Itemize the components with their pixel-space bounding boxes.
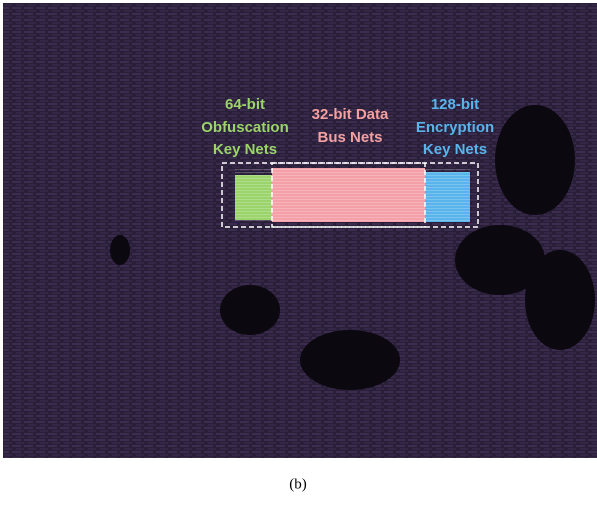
net-texture — [235, 168, 470, 222]
figure: 64-bit Obfuscation Key Nets 32-bit Data … — [0, 0, 597, 502]
caption: (b) — [289, 476, 307, 492]
label-line: Key Nets — [423, 141, 487, 158]
label-line: 128-bit — [431, 96, 479, 113]
label-line: 64-bit — [225, 96, 265, 113]
label-line: 32-bit Data — [312, 106, 389, 123]
label-line: Key Nets — [213, 141, 277, 158]
label-line: Encryption — [416, 119, 494, 136]
label-line: Obfuscation — [201, 119, 289, 136]
label-line: Bus Nets — [317, 129, 382, 146]
